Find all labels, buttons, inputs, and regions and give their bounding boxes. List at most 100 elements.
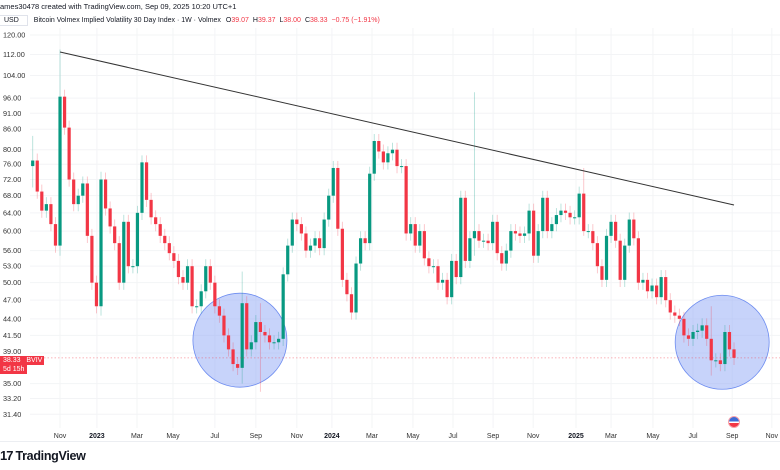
candle-up <box>44 204 48 211</box>
candle-up <box>573 217 577 219</box>
candle-down <box>705 325 709 339</box>
candle-down <box>377 141 381 152</box>
candle-down <box>727 331 732 350</box>
candle-down <box>295 219 299 225</box>
brand-name: TradingView <box>15 448 86 463</box>
candle-down <box>126 221 130 267</box>
currency-label[interactable]: USD <box>0 14 28 26</box>
ohlc-close: C38.33 <box>305 17 328 24</box>
y-axis-label: 64.00 <box>3 208 21 217</box>
candle-down <box>336 167 340 229</box>
highlight-circle <box>674 294 770 390</box>
candle-down <box>113 226 117 244</box>
candle-down <box>108 208 112 227</box>
legend-bar: USD Bitcoin Volmex Implied Volatility 30… <box>0 14 380 26</box>
x-axis-label: Nov <box>54 433 67 440</box>
candle-down <box>463 197 467 261</box>
candle-down <box>454 260 458 278</box>
candle-up <box>31 160 35 167</box>
candle-up <box>277 338 281 343</box>
candle-up <box>723 331 727 365</box>
x-axis-label: Jul <box>689 433 698 440</box>
x-axis-label: Sep <box>250 433 263 440</box>
candle-down <box>149 199 153 218</box>
candlestick-chart[interactable]: 120.00 112.00 104.00 96.00 91.00 86.00 80.00 76… <box>0 28 780 442</box>
y-axis-label: 104.00 <box>3 71 25 80</box>
candle-up <box>327 195 331 220</box>
candle-down <box>413 224 417 246</box>
candle-down <box>645 279 650 292</box>
candle-up <box>623 245 627 280</box>
candle-up <box>135 212 140 267</box>
candle-up <box>472 231 477 239</box>
candle-down <box>709 338 713 361</box>
candle-down <box>500 253 504 264</box>
x-axis-label: Nov <box>291 433 304 440</box>
candle-down <box>245 303 249 350</box>
candle-up <box>586 231 590 233</box>
candle-down <box>72 179 76 205</box>
ohlc-high: H39.37 <box>253 17 276 24</box>
candle-down <box>117 243 121 283</box>
candle-down <box>49 204 53 225</box>
last-price: 38.33 <box>3 356 21 364</box>
open-value: 39.07 <box>231 16 249 24</box>
candle-down <box>363 238 367 244</box>
candle-down <box>582 193 586 232</box>
candle-down <box>436 266 440 283</box>
candle-up <box>641 279 645 283</box>
candle-down <box>236 364 240 368</box>
candle-up <box>541 197 545 232</box>
candle-down <box>85 183 89 236</box>
y-axis-label: 41.50 <box>3 331 21 340</box>
y-axis-label: 50.00 <box>3 278 21 287</box>
candle-down <box>222 315 226 336</box>
candle-up <box>240 303 244 368</box>
candle-up <box>386 153 390 163</box>
candle-down <box>167 243 171 254</box>
x-axis-label: Mar <box>131 433 144 440</box>
us-flag-event-icon[interactable] <box>728 416 740 428</box>
candle-down <box>213 282 217 307</box>
low-label: L <box>279 16 284 24</box>
candle-up <box>609 221 613 236</box>
candle-up <box>313 238 317 246</box>
y-axis-label: 35.00 <box>3 379 21 388</box>
candle-down <box>654 285 659 298</box>
footer-divider <box>0 441 780 442</box>
candle-down <box>299 224 303 234</box>
candle-down <box>94 282 99 307</box>
candle-down <box>532 210 536 256</box>
candle-up <box>450 260 454 298</box>
candle-down <box>258 322 262 332</box>
x-axis-label: May <box>166 433 180 440</box>
candle-up <box>254 322 258 343</box>
candle-up <box>368 173 372 244</box>
candle-down <box>614 221 618 241</box>
candle-down <box>231 349 235 365</box>
x-axis-label: May <box>406 433 420 440</box>
candle-up <box>577 193 581 218</box>
candle-up <box>700 325 704 331</box>
candle-down <box>340 228 344 280</box>
candle-up <box>418 231 422 246</box>
x-axis-label: Mar <box>366 433 379 440</box>
candle-up <box>714 360 718 362</box>
price-change: −0.75 (−1.91%) <box>331 16 380 24</box>
candle-down <box>732 349 736 358</box>
candle-down <box>718 360 722 365</box>
y-axis-label: 120.00 <box>3 31 25 40</box>
candle-up <box>81 183 85 196</box>
candle-down <box>600 266 604 280</box>
x-axis-label: Jul <box>210 433 219 440</box>
candle-up <box>140 162 144 213</box>
candle-up <box>604 235 609 280</box>
symbol-title[interactable]: Bitcoin Volmex Implied Volatility 30 Day… <box>33 16 221 24</box>
low-value: 38.00 <box>283 16 301 24</box>
y-axis-label: 96.00 <box>3 94 21 103</box>
candle-down <box>618 240 622 280</box>
x-axis-label: 2025 <box>568 433 584 440</box>
candle-up <box>331 167 335 196</box>
candle-down <box>103 179 108 209</box>
candle-down <box>495 221 499 254</box>
